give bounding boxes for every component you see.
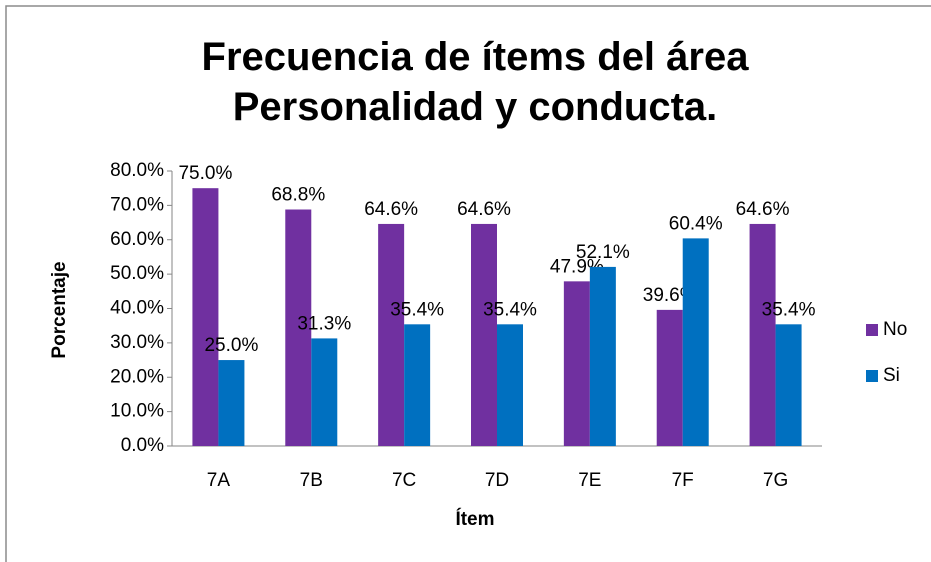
data-label: 60.4% [669,213,723,234]
legend-swatch [866,324,878,336]
data-label: 35.4% [762,299,816,320]
bar [192,188,219,446]
legend-swatch [866,370,878,382]
data-label: 64.6% [736,199,790,220]
legend-label: Si [883,365,900,386]
y-tick-label: 20.0% [110,366,164,387]
bar [563,281,590,446]
bar [682,238,709,446]
y-tick-label: 60.0% [110,229,164,250]
data-label: 75.0% [178,163,232,184]
bar [285,209,312,446]
x-tick-label: 7E [578,470,601,491]
legend-label: No [883,319,907,340]
bar [589,266,616,446]
data-label: 64.6% [457,199,511,220]
x-tick-label: 7F [672,470,694,491]
y-tick-label: 30.0% [110,332,164,353]
x-tick-label: 7C [392,470,416,491]
bar [404,324,431,446]
data-label: 68.8% [271,185,325,206]
data-label: 35.4% [390,299,444,320]
x-tick-label: 7G [763,470,788,491]
bar [656,309,683,446]
x-tick-label: 7B [300,470,323,491]
x-tick-label: 7A [207,470,231,491]
bar [311,338,338,446]
data-label: 35.4% [483,299,537,320]
data-label: 31.3% [297,313,351,334]
data-label: 52.1% [576,242,630,263]
data-label: 25.0% [204,335,258,356]
y-tick-label: 80.0% [110,160,164,181]
x-axis-label: Ítem [455,508,494,530]
y-tick-label: 10.0% [110,401,164,422]
bar [218,360,245,446]
chart-border [5,5,931,562]
y-tick-label: 40.0% [110,298,164,319]
bar [749,223,776,446]
data-label: 64.6% [364,199,418,220]
bar [471,223,497,446]
bar [378,223,405,446]
y-axis-label: Porcentaje [49,261,70,358]
x-tick-label: 7D [485,470,509,491]
y-tick-label: 70.0% [110,194,164,215]
y-tick-label: 0.0% [121,435,164,456]
y-tick-label: 50.0% [110,263,164,284]
chart-title: Frecuencia de ítems del área Personalida… [201,35,749,129]
bar [497,324,523,446]
bar [775,324,802,446]
